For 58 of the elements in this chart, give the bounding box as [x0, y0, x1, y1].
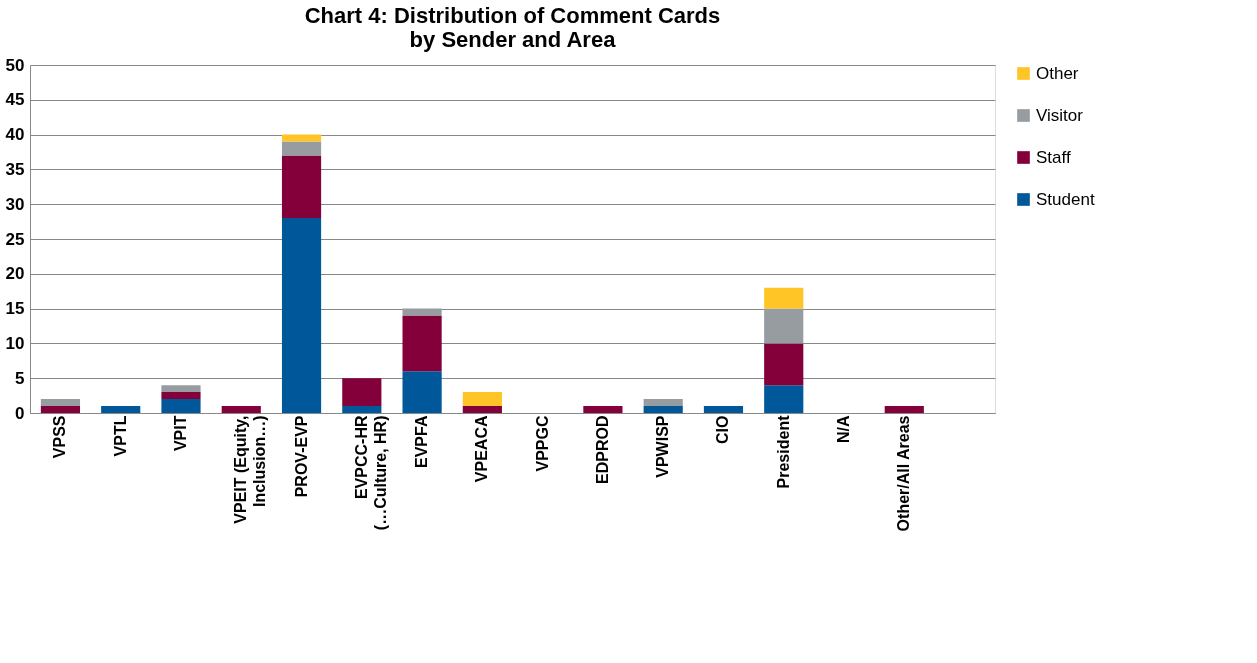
- bar: [221, 406, 261, 413]
- x-tick-label: VPWISP: [654, 415, 672, 478]
- y-tick-label: 30: [5, 194, 25, 214]
- x-tick-label: VPEIT (Equity, Inclusion…): [232, 415, 269, 524]
- legend-label: Other: [1036, 63, 1079, 83]
- bar: [342, 406, 382, 413]
- y-tick-label: 5: [15, 368, 25, 388]
- bar: [161, 392, 201, 400]
- x-tick-label: Other/All Areas: [895, 415, 913, 532]
- x-tick-label: VPEACA: [473, 415, 491, 483]
- legend-label: Visitor: [1036, 105, 1084, 125]
- bar: [764, 385, 804, 413]
- x-tick-label: PROV-EVP: [292, 415, 310, 498]
- bar: [402, 371, 442, 413]
- bar: [764, 287, 804, 309]
- x-tick-label: CIO: [714, 415, 732, 444]
- chart-title: Chart 4: Distribution of Comment Cards by Sender and Area: [304, 3, 721, 52]
- bar: [342, 378, 382, 407]
- bar: [281, 141, 322, 156]
- x-tick-label: VPPGC: [533, 415, 551, 472]
- legend-label: Staff: [1036, 147, 1071, 167]
- y-tick-label: 0: [15, 403, 25, 423]
- x-tick-label: N/A: [835, 415, 853, 444]
- bar: [161, 385, 201, 393]
- bar: [643, 406, 683, 413]
- x-tick-label: EDPROD: [593, 415, 611, 484]
- bar: [884, 406, 924, 413]
- x-tick-label: EVPCC-HR (…Culture, HR): [352, 415, 389, 531]
- y-tick-label: 45: [5, 90, 25, 110]
- bar: [462, 392, 502, 407]
- bar: [402, 308, 442, 316]
- bar: [764, 343, 804, 386]
- bar: [161, 399, 201, 413]
- bar: [462, 406, 502, 413]
- y-tick-label: 25: [5, 229, 25, 249]
- x-tick-label: VPSS: [51, 415, 69, 459]
- bar: [703, 406, 744, 413]
- bar: [764, 308, 804, 344]
- legend-label: Student: [1036, 189, 1095, 209]
- y-tick-label: 20: [5, 264, 25, 284]
- x-tick-label: VPIT: [171, 415, 189, 452]
- y-tick-label: 50: [5, 55, 25, 75]
- bar: [281, 155, 322, 219]
- y-tick-label: 15: [5, 299, 25, 319]
- y-tick-label: 35: [5, 159, 25, 179]
- bar: [402, 315, 442, 372]
- y-tick-label: 10: [5, 333, 25, 353]
- x-tick-label: President: [774, 414, 792, 489]
- x-tick-label: EVPFA: [413, 415, 431, 468]
- bar: [281, 134, 322, 142]
- x-tick-label: VPTL: [111, 415, 129, 457]
- bar: [583, 406, 623, 413]
- y-tick-label: 40: [5, 125, 25, 145]
- bar: [40, 406, 81, 413]
- bar: [40, 399, 81, 407]
- bar: [643, 399, 683, 407]
- bar: [281, 218, 322, 413]
- bar: [101, 406, 141, 413]
